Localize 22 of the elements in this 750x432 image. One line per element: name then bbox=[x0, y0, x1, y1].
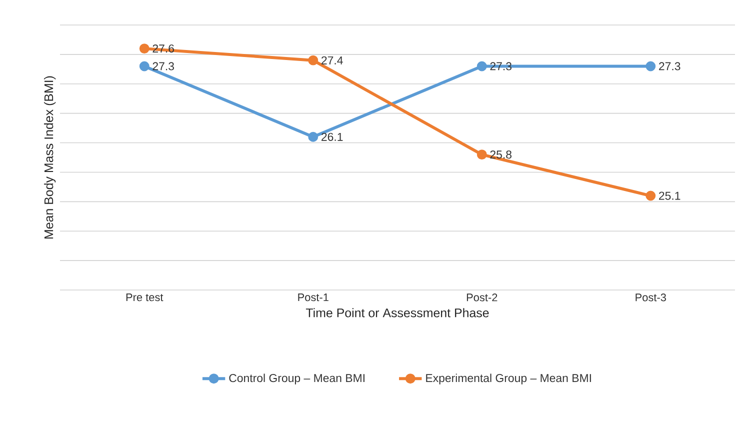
data-label: 25.8 bbox=[490, 150, 512, 159]
data-label: 27.4 bbox=[322, 56, 343, 64]
point bbox=[139, 61, 150, 72]
point bbox=[308, 55, 318, 66]
data-label: 26.1 bbox=[322, 132, 343, 141]
x-tick-label: Post-3 bbox=[636, 294, 666, 302]
legend-label: Experimental Group – Mean BMI bbox=[426, 374, 591, 384]
y-axis-title: Mean Body Mass Index (BMI) bbox=[44, 76, 56, 238]
point bbox=[646, 190, 656, 201]
x-tick-label: Post-1 bbox=[298, 294, 328, 302]
x-tick-label: Pre test bbox=[126, 294, 164, 302]
x-axis-title: Time Point or Assessment Phase bbox=[306, 308, 489, 318]
data-label: 25.1 bbox=[659, 192, 680, 200]
data-label: 27.3 bbox=[152, 62, 174, 70]
point bbox=[476, 61, 487, 72]
point bbox=[308, 132, 318, 142]
point bbox=[646, 61, 656, 72]
data-label: 27.3 bbox=[659, 62, 680, 70]
point bbox=[139, 44, 150, 54]
x-tick-label: Post-2 bbox=[466, 294, 498, 302]
point bbox=[476, 150, 487, 160]
legend-label: Control Group – Mean BMI bbox=[229, 374, 364, 384]
